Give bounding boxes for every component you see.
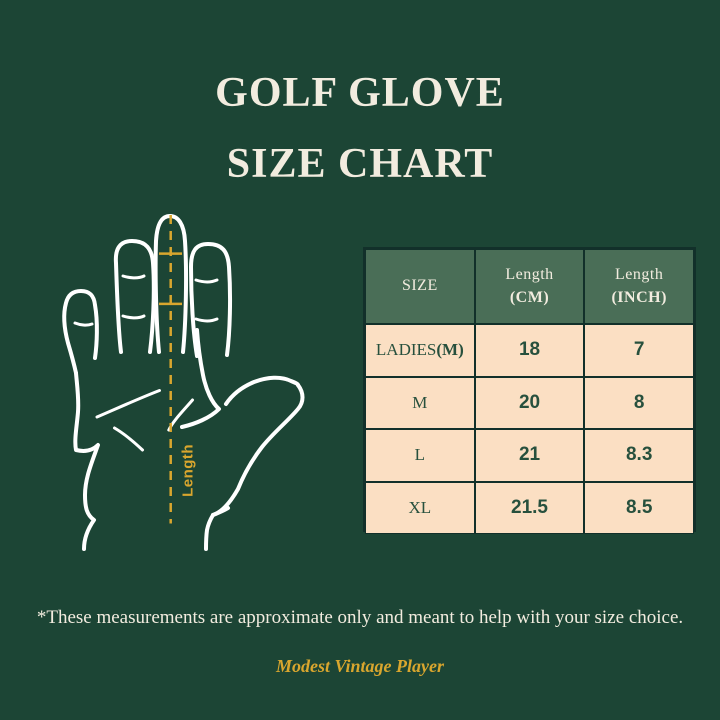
svg-text:Length: Length <box>180 444 197 497</box>
